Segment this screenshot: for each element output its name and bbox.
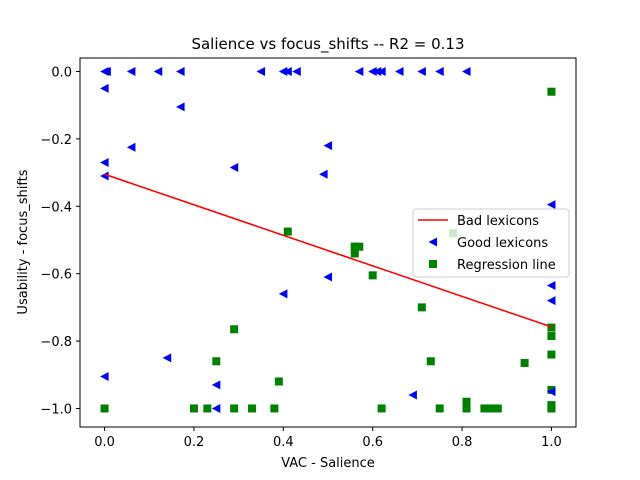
regression-point bbox=[203, 404, 212, 413]
regression-point bbox=[462, 397, 471, 406]
regression-point bbox=[355, 242, 364, 251]
y-tick-label: −0.8 bbox=[40, 335, 72, 350]
y-tick-label: −1.0 bbox=[40, 402, 72, 417]
y-tick-label: −0.2 bbox=[40, 133, 72, 148]
x-tick-label: 1.0 bbox=[541, 435, 562, 450]
legend-label: Bad lexicons bbox=[457, 214, 539, 229]
regression-point bbox=[547, 87, 556, 96]
good-lexicon-point bbox=[278, 289, 288, 299]
regression-point bbox=[489, 404, 498, 413]
good-lexicon-point bbox=[126, 142, 136, 152]
y-tick-label: 0.0 bbox=[51, 65, 72, 80]
good-lexicon-point bbox=[211, 380, 221, 390]
good-lexicon-point bbox=[546, 280, 556, 290]
good-lexicon-point bbox=[229, 163, 239, 173]
good-lexicon-point bbox=[323, 272, 333, 282]
legend: Bad lexicons Good lexicons Regression line bbox=[412, 208, 570, 278]
regression-point bbox=[212, 357, 221, 366]
regression-point bbox=[350, 242, 359, 251]
good-lexicon-point bbox=[256, 66, 266, 76]
bad-lexicons-line bbox=[104, 173, 552, 328]
good-lexicon-point bbox=[394, 66, 404, 76]
regression-point bbox=[283, 227, 292, 236]
good-lexicon-point bbox=[176, 66, 185, 76]
regression-point bbox=[270, 404, 279, 413]
y-tick-label: −0.4 bbox=[40, 200, 72, 215]
plot-frame bbox=[79, 57, 577, 428]
x-tick-label: 0.4 bbox=[273, 435, 294, 450]
y-tick-label: −0.6 bbox=[40, 268, 72, 283]
x-tick-label: 0.0 bbox=[94, 435, 115, 450]
regression-point bbox=[230, 404, 239, 413]
y-axis: 0.0 −0.2 −0.4 −0.6 −0.8 −1.0 bbox=[40, 65, 80, 417]
good-lexicon-point bbox=[100, 371, 109, 381]
regression-point bbox=[100, 404, 109, 413]
plot-area bbox=[100, 66, 556, 413]
good-lexicon-point bbox=[417, 66, 426, 76]
regression-point bbox=[484, 404, 493, 413]
legend-label: Regression line bbox=[457, 258, 556, 273]
good-lexicon-point bbox=[372, 66, 382, 76]
regression-point bbox=[462, 404, 471, 413]
x-axis-label: VAC - Salience bbox=[281, 456, 375, 471]
good-lexicon-point bbox=[162, 353, 172, 363]
regression-point bbox=[417, 303, 426, 312]
legend-label: Good lexicons bbox=[457, 236, 548, 251]
regression-point bbox=[350, 249, 359, 258]
regression-point bbox=[480, 404, 489, 413]
x-tick-label: 0.2 bbox=[184, 435, 205, 450]
good-lexicon-point bbox=[211, 403, 221, 413]
legend-square-swatch bbox=[429, 260, 437, 268]
regression-point bbox=[435, 404, 444, 413]
regression-point bbox=[547, 350, 556, 359]
good-lexicon-point bbox=[176, 102, 185, 112]
good-lexicon-point bbox=[377, 66, 386, 76]
good-lexicon-point bbox=[319, 169, 328, 179]
x-tick-label: 0.6 bbox=[362, 435, 383, 450]
regression-point bbox=[426, 357, 435, 366]
good-lexicon-point bbox=[100, 83, 109, 93]
good-lexicon-point bbox=[100, 157, 109, 167]
regression-point bbox=[274, 377, 283, 386]
x-axis: 0.0 0.2 0.4 0.6 0.8 1.0 bbox=[94, 427, 562, 450]
good-lexicon-point bbox=[462, 66, 471, 76]
regression-point bbox=[520, 358, 529, 367]
regression-point bbox=[377, 404, 386, 413]
good-lexicon-point bbox=[278, 66, 288, 76]
regression-point bbox=[230, 325, 239, 334]
chart-title: Salience vs focus_shifts -- R2 = 0.13 bbox=[191, 35, 464, 54]
y-axis-label: Usability - focus_shifts bbox=[16, 169, 31, 314]
good-lexicon-point bbox=[292, 66, 301, 76]
good-lexicon-point bbox=[283, 66, 292, 76]
good-lexicon-point bbox=[354, 66, 364, 76]
regression-point bbox=[547, 332, 556, 341]
regression-point bbox=[368, 271, 377, 280]
good-lexicon-point bbox=[100, 171, 109, 181]
regression-point bbox=[547, 404, 556, 413]
good-lexicon-point bbox=[408, 390, 417, 400]
good-lexicon-point bbox=[126, 66, 136, 76]
good-lexicon-point bbox=[546, 387, 556, 397]
regression-point bbox=[493, 404, 502, 413]
regression-point bbox=[547, 323, 556, 332]
regression-point bbox=[189, 404, 198, 413]
regression-point bbox=[248, 404, 257, 413]
good-lexicon-point bbox=[102, 66, 111, 76]
good-lexicon-point bbox=[368, 66, 377, 76]
good-lexicon-point bbox=[153, 66, 163, 76]
good-lexicon-point bbox=[546, 296, 556, 306]
legend-box bbox=[412, 208, 570, 278]
good-lexicon-point bbox=[323, 141, 333, 151]
legend-triangle-swatch bbox=[428, 237, 438, 247]
good-lexicon-point bbox=[546, 200, 556, 210]
good-lexicon-point bbox=[435, 66, 444, 76]
x-tick-label: 0.8 bbox=[452, 435, 473, 450]
